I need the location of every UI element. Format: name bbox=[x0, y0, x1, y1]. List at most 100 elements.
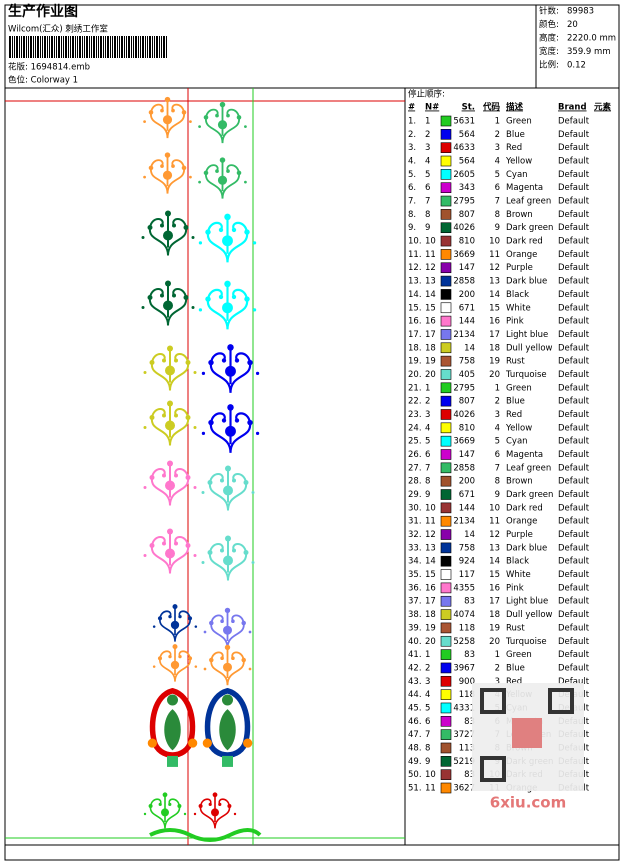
brand: Default bbox=[558, 570, 590, 580]
code: 9 bbox=[495, 223, 500, 233]
stitches: 671 bbox=[459, 490, 475, 500]
code: 10 bbox=[489, 237, 500, 247]
stitches: 4355 bbox=[453, 583, 475, 593]
brand: Default bbox=[558, 490, 590, 500]
color-swatch bbox=[440, 742, 452, 754]
description: Cyan bbox=[506, 437, 528, 447]
motif bbox=[142, 399, 198, 447]
description: Yellow bbox=[505, 157, 532, 167]
description: Magenta bbox=[506, 183, 543, 193]
description: Magenta bbox=[506, 450, 543, 460]
row-index: 22. bbox=[408, 397, 422, 407]
needle: 5 bbox=[425, 437, 430, 447]
color-swatch bbox=[440, 635, 452, 647]
code: 7 bbox=[495, 197, 500, 207]
needle: 8 bbox=[425, 477, 430, 487]
description: Rust bbox=[506, 357, 525, 367]
needle: 8 bbox=[425, 210, 430, 220]
needle: 12 bbox=[425, 263, 436, 273]
row-index: 16. bbox=[408, 317, 422, 327]
description: Dull yellow bbox=[506, 343, 553, 353]
code: 16 bbox=[489, 317, 500, 327]
code: 18 bbox=[489, 343, 500, 353]
stitches: 810 bbox=[459, 423, 475, 433]
description: Dark blue bbox=[506, 543, 547, 553]
color-swatch bbox=[440, 462, 452, 474]
color-swatch bbox=[440, 142, 452, 153]
motif bbox=[142, 527, 198, 575]
description: Turquoise bbox=[505, 637, 547, 647]
brand: Default bbox=[558, 623, 590, 633]
color-swatch bbox=[440, 182, 452, 193]
color-swatch bbox=[440, 502, 452, 514]
qr-logo bbox=[512, 718, 542, 748]
info-value: 0.12 bbox=[567, 61, 586, 71]
brand: Default bbox=[558, 450, 590, 460]
row-index: 51. bbox=[408, 784, 422, 794]
color-swatch bbox=[440, 275, 452, 287]
brand: Default bbox=[558, 223, 590, 233]
color-swatch bbox=[440, 422, 452, 434]
brand: Default bbox=[558, 343, 590, 353]
table-caption: 停止顺序: bbox=[408, 89, 445, 100]
row-index: 34. bbox=[408, 557, 422, 567]
color-swatch bbox=[440, 595, 452, 607]
motif bbox=[197, 100, 248, 145]
stitches: 3669 bbox=[453, 250, 475, 260]
stitches: 3727 bbox=[453, 730, 475, 740]
needle: 17 bbox=[425, 330, 436, 340]
brand: Default bbox=[558, 477, 590, 487]
needle: 17 bbox=[425, 597, 436, 607]
color-swatch bbox=[440, 729, 452, 740]
needle: 20 bbox=[425, 637, 436, 647]
brand: Default bbox=[558, 663, 590, 673]
needle: 4 bbox=[425, 423, 430, 433]
stitches: 2795 bbox=[453, 197, 475, 207]
description: Purple bbox=[506, 530, 533, 540]
row-index: 29. bbox=[408, 490, 422, 500]
needle: 6 bbox=[425, 450, 430, 460]
row-index: 5. bbox=[408, 170, 416, 180]
info-label: 针数: bbox=[539, 6, 559, 17]
color-swatch bbox=[440, 209, 452, 220]
page-frame bbox=[4, 4, 620, 861]
needle: 1 bbox=[425, 383, 430, 393]
stitches: 2858 bbox=[453, 463, 475, 473]
column-header: # bbox=[408, 103, 415, 113]
needle: 12 bbox=[425, 530, 436, 540]
row-index: 6. bbox=[408, 183, 416, 193]
needle: 9 bbox=[425, 490, 430, 500]
color-swatch bbox=[440, 342, 452, 354]
description: Dark green bbox=[506, 490, 553, 500]
needle: 5 bbox=[425, 170, 430, 180]
brand: Default bbox=[558, 637, 590, 647]
needle: 3 bbox=[425, 143, 430, 153]
code: 12 bbox=[489, 530, 500, 540]
color-swatch bbox=[440, 475, 452, 487]
needle: 4 bbox=[425, 157, 430, 167]
description: Purple bbox=[506, 263, 533, 273]
needle: 18 bbox=[425, 610, 436, 620]
description: Red bbox=[506, 677, 522, 687]
watermark-text: 6xiu.com bbox=[490, 794, 566, 812]
description: White bbox=[506, 303, 531, 313]
code: 1 bbox=[495, 383, 500, 393]
code: 3 bbox=[495, 677, 500, 687]
color-swatch bbox=[440, 329, 452, 340]
code: 2 bbox=[495, 663, 500, 673]
brand: Default bbox=[558, 263, 590, 273]
color-swatch bbox=[440, 529, 452, 540]
stitches: 147 bbox=[459, 450, 475, 460]
row-index: 49. bbox=[408, 757, 422, 767]
color-swatch bbox=[440, 249, 452, 260]
color-swatch bbox=[440, 649, 452, 660]
row-index: 15. bbox=[408, 303, 422, 313]
description: Cyan bbox=[506, 170, 528, 180]
brand: Default bbox=[558, 597, 590, 607]
color-swatch bbox=[440, 235, 452, 247]
description: Blue bbox=[506, 663, 525, 673]
description: Yellow bbox=[505, 423, 532, 433]
needle: 11 bbox=[425, 517, 436, 527]
code: 18 bbox=[489, 610, 500, 620]
brand: Default bbox=[558, 317, 590, 327]
